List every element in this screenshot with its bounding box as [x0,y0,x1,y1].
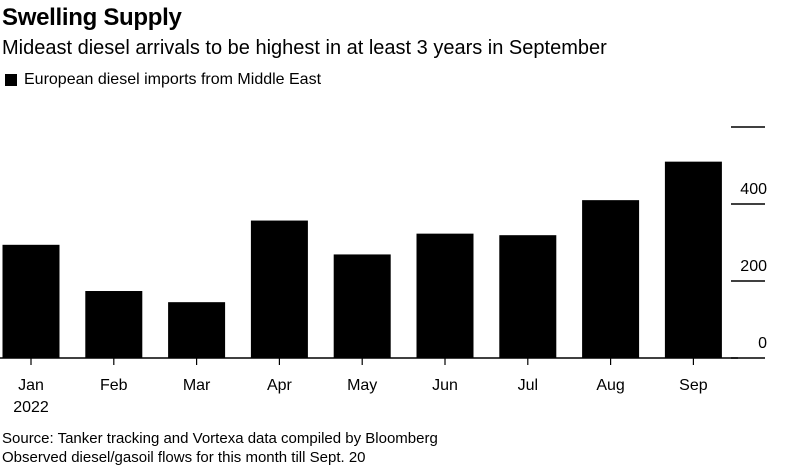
footnote: Observed diesel/gasoil flows for this mo… [2,449,366,466]
bar-apr [250,220,308,358]
chart-title: Swelling Supply [2,4,182,31]
legend: European diesel imports from Middle East [5,71,321,89]
bar-aug [582,200,640,358]
bar-sep [664,161,722,358]
x-tick-label: Jun [432,377,458,394]
x-tick-label: Jul [518,377,538,394]
x-tick-label: Jan [18,377,44,394]
bar-may [333,254,391,358]
x-tick-label: May [347,377,377,394]
source-note: Source: Tanker tracking and Vortexa data… [2,430,438,447]
legend-swatch [5,74,17,86]
chart-subtitle: Mideast diesel arrivals to be highest in… [2,37,607,59]
x-tick-label: Mar [183,377,211,394]
y-tick-label: 200 [740,258,767,275]
legend-label: European diesel imports from Middle East [24,71,322,88]
x-year-label: 2022 [13,399,49,416]
bar-jun [416,233,474,358]
y-tick-label: 400 [740,181,767,198]
x-tick-label: Aug [596,377,624,394]
bar-jul [499,235,557,358]
x-tick-label: Feb [100,377,128,394]
bar-mar [168,302,226,358]
y-tick-label: 0 [758,335,767,352]
x-tick-label: Apr [267,377,293,394]
bar-feb [85,291,143,358]
x-tick-label: Sep [679,377,708,394]
bar-jan [2,244,60,358]
